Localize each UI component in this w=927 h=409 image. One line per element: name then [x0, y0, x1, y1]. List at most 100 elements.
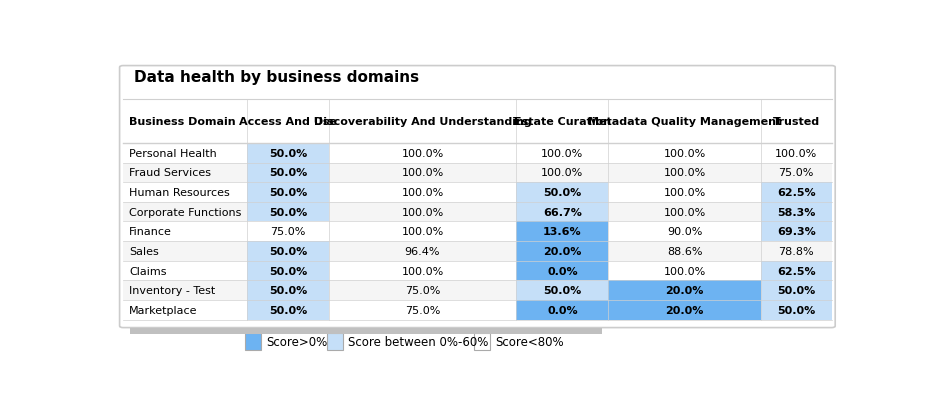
Text: Metadata Quality Management: Metadata Quality Management [588, 117, 781, 126]
Text: 100.0%: 100.0% [663, 148, 705, 158]
Bar [327, 333, 343, 351]
Text: Score>0%: Score>0% [266, 335, 327, 348]
Text: Trusted: Trusted [772, 117, 819, 126]
Bar [247, 281, 328, 300]
Bar [515, 242, 608, 261]
Text: Fraud Services: Fraud Services [129, 168, 210, 178]
Bar [515, 300, 608, 320]
Text: Sales: Sales [129, 246, 159, 256]
Bar [247, 202, 328, 222]
Text: 50.0%: 50.0% [269, 305, 307, 315]
Text: 75.0%: 75.0% [404, 305, 439, 315]
Text: 88.6%: 88.6% [667, 246, 702, 256]
Text: 100.0%: 100.0% [774, 148, 817, 158]
Bar [474, 333, 489, 351]
Text: 69.3%: 69.3% [776, 227, 815, 237]
Bar [247, 144, 328, 163]
Bar [123, 300, 831, 320]
Text: 20.0%: 20.0% [665, 285, 703, 296]
Text: 13.6%: 13.6% [542, 227, 581, 237]
Bar [608, 300, 760, 320]
Bar [123, 202, 831, 222]
Bar [247, 183, 328, 202]
Text: 100.0%: 100.0% [663, 168, 705, 178]
Bar [515, 222, 608, 242]
Text: Score between 0%-60%: Score between 0%-60% [348, 335, 489, 348]
Text: Inventory - Test: Inventory - Test [129, 285, 215, 296]
Text: Corporate Functions: Corporate Functions [129, 207, 241, 217]
Text: Finance: Finance [129, 227, 171, 237]
Bar [760, 222, 831, 242]
Bar [123, 222, 831, 242]
Bar [247, 261, 328, 281]
Text: 75.0%: 75.0% [778, 168, 813, 178]
Text: 20.0%: 20.0% [542, 246, 581, 256]
Text: Data health by business domains: Data health by business domains [133, 70, 419, 85]
Text: 20.0%: 20.0% [665, 305, 703, 315]
Text: Access And Use: Access And Use [239, 117, 337, 126]
Bar [515, 281, 608, 300]
Bar [760, 183, 831, 202]
Text: Score<80%: Score<80% [494, 335, 563, 348]
Text: 50.0%: 50.0% [269, 188, 307, 198]
Bar [760, 300, 831, 320]
Bar [123, 183, 831, 202]
Text: 50.0%: 50.0% [542, 188, 581, 198]
Text: 100.0%: 100.0% [401, 227, 443, 237]
Bar [515, 202, 608, 222]
Bar [247, 300, 328, 320]
Bar [760, 261, 831, 281]
Text: 75.0%: 75.0% [404, 285, 439, 296]
Text: Business Domain: Business Domain [129, 117, 235, 126]
Text: 66.7%: 66.7% [542, 207, 581, 217]
Text: 50.0%: 50.0% [269, 246, 307, 256]
Text: 50.0%: 50.0% [542, 285, 581, 296]
Text: 96.4%: 96.4% [404, 246, 439, 256]
Text: 0.0%: 0.0% [547, 266, 578, 276]
Bar [760, 281, 831, 300]
Text: 50.0%: 50.0% [776, 305, 815, 315]
Text: 50.0%: 50.0% [269, 266, 307, 276]
Bar [123, 163, 831, 183]
Bar [123, 281, 831, 300]
Bar [245, 333, 261, 351]
Text: 100.0%: 100.0% [401, 207, 443, 217]
Text: 100.0%: 100.0% [663, 207, 705, 217]
Text: 100.0%: 100.0% [540, 148, 583, 158]
Bar [123, 261, 831, 281]
Bar [130, 328, 602, 334]
Text: 100.0%: 100.0% [540, 168, 583, 178]
Text: 62.5%: 62.5% [776, 266, 815, 276]
Text: Claims: Claims [129, 266, 166, 276]
Text: 50.0%: 50.0% [269, 285, 307, 296]
Text: 100.0%: 100.0% [401, 148, 443, 158]
Bar [515, 261, 608, 281]
Text: 50.0%: 50.0% [269, 207, 307, 217]
Text: 100.0%: 100.0% [401, 168, 443, 178]
Text: 58.3%: 58.3% [776, 207, 815, 217]
Text: 0.0%: 0.0% [547, 305, 578, 315]
Bar [123, 144, 831, 163]
Text: 100.0%: 100.0% [401, 188, 443, 198]
Bar [515, 183, 608, 202]
Text: 100.0%: 100.0% [401, 266, 443, 276]
Bar [247, 163, 328, 183]
Text: 62.5%: 62.5% [776, 188, 815, 198]
Text: Discoverability And Understanding: Discoverability And Understanding [313, 117, 531, 126]
Text: 75.0%: 75.0% [270, 227, 305, 237]
Text: Personal Health: Personal Health [129, 148, 217, 158]
Text: Marketplace: Marketplace [129, 305, 197, 315]
Text: 100.0%: 100.0% [663, 266, 705, 276]
Bar [123, 242, 831, 261]
Text: 78.8%: 78.8% [778, 246, 813, 256]
Bar [760, 202, 831, 222]
Text: 50.0%: 50.0% [269, 168, 307, 178]
Text: Estate Curation: Estate Curation [514, 117, 610, 126]
Text: 90.0%: 90.0% [667, 227, 702, 237]
Text: 100.0%: 100.0% [663, 188, 705, 198]
Text: 50.0%: 50.0% [269, 148, 307, 158]
Bar [608, 281, 760, 300]
Text: Human Resources: Human Resources [129, 188, 230, 198]
Text: 50.0%: 50.0% [776, 285, 815, 296]
Bar [247, 242, 328, 261]
